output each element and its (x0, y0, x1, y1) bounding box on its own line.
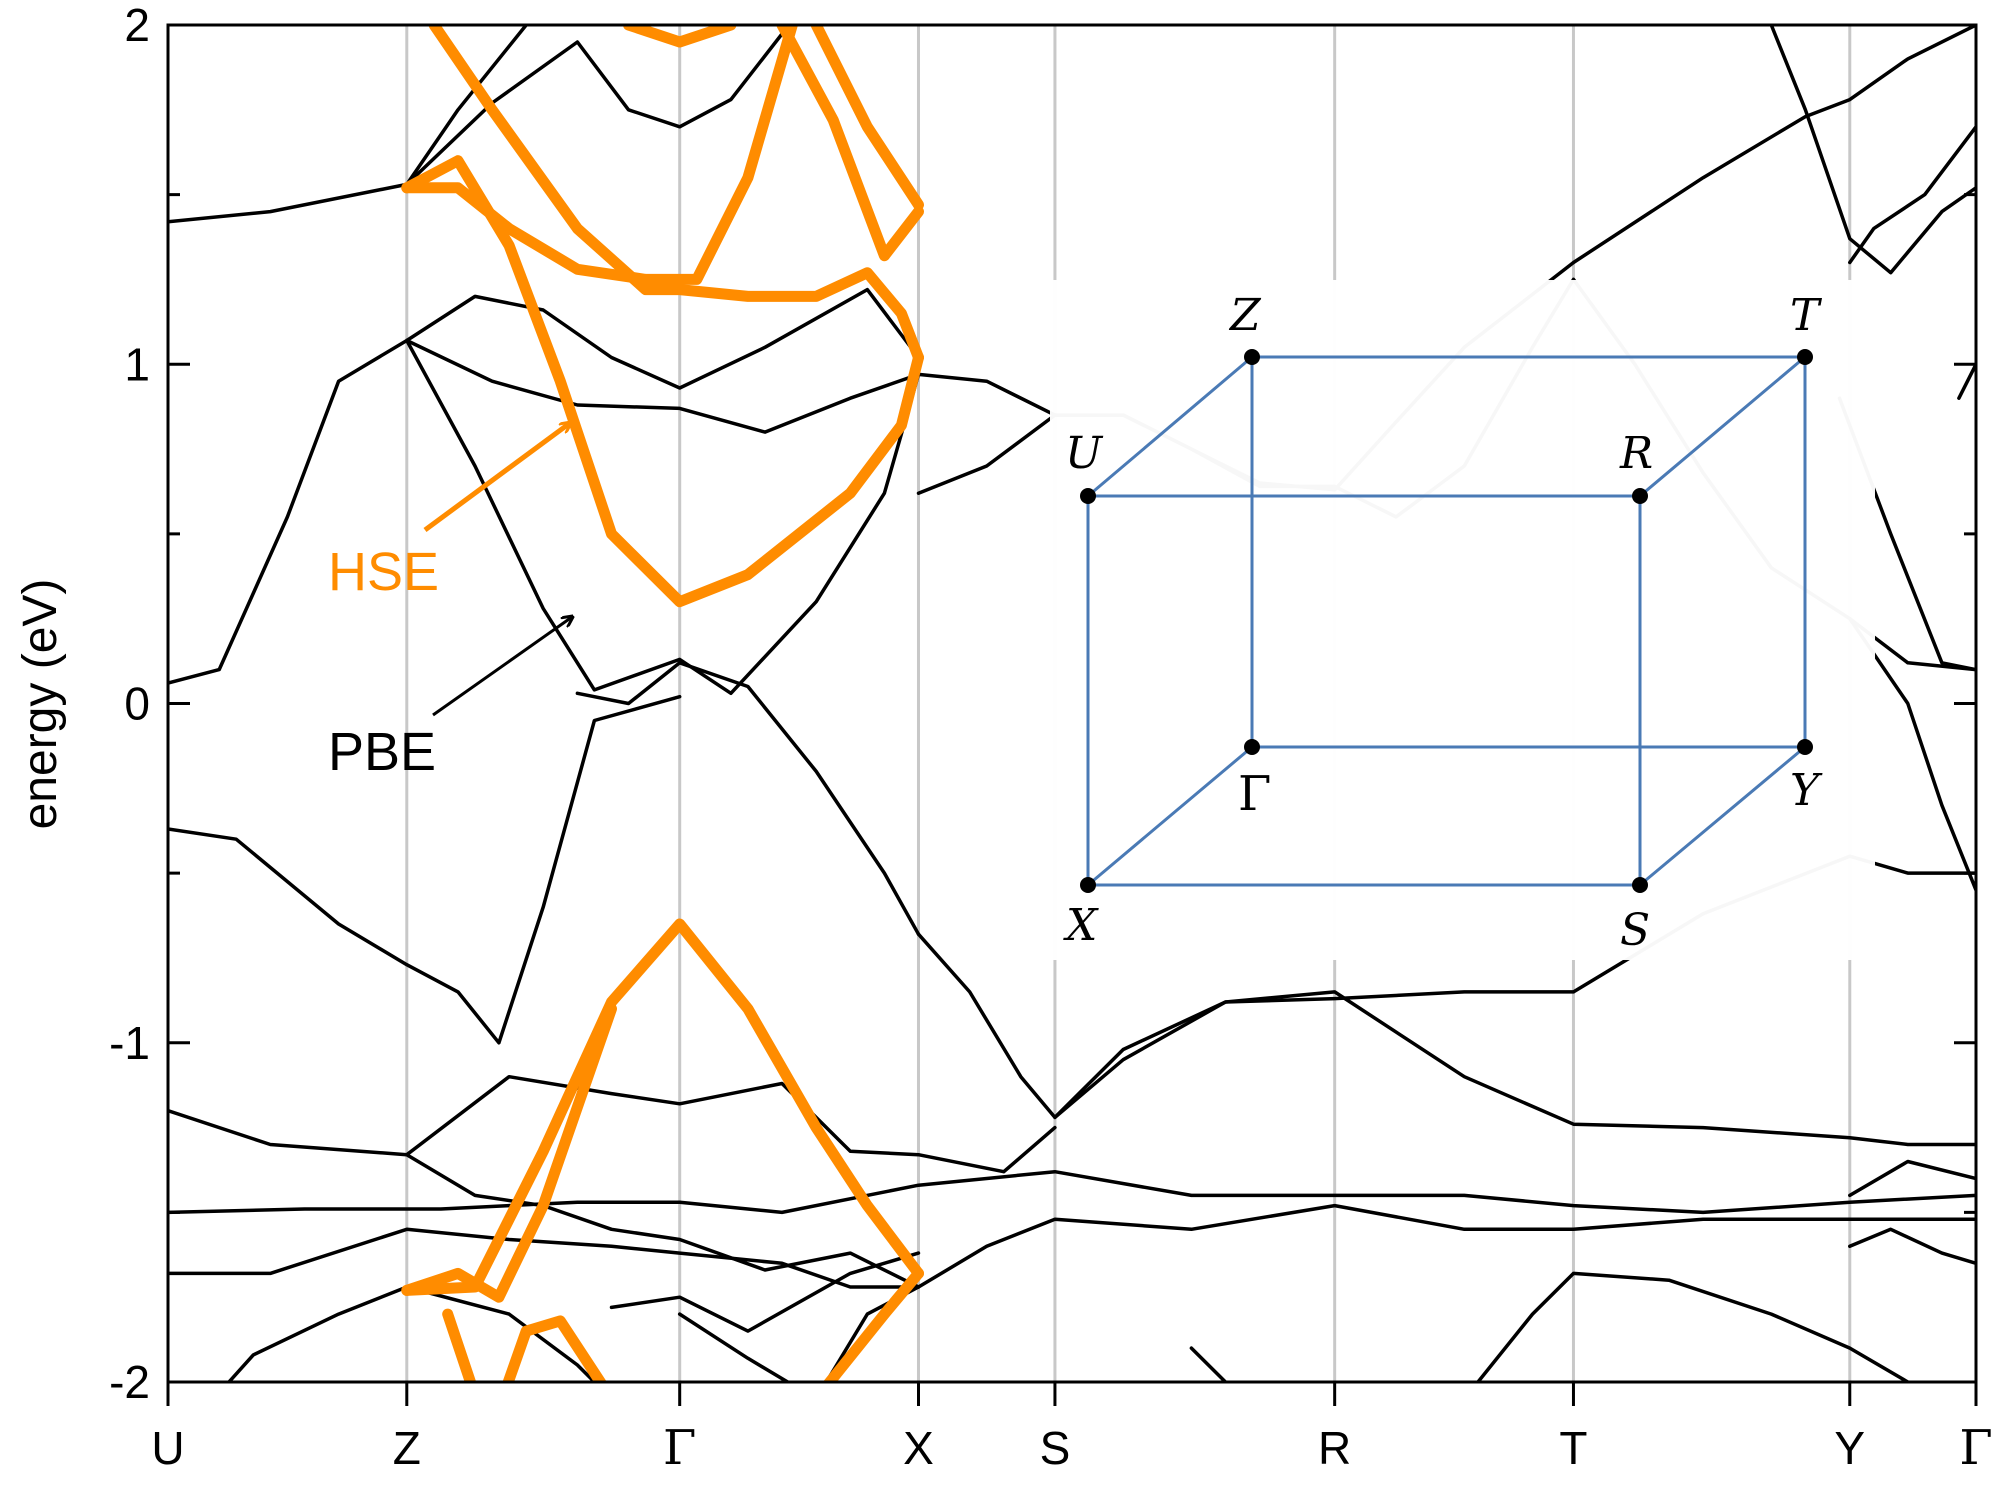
y-tick-label: 1 (124, 338, 150, 390)
pbe-band-line (1848, 125, 1976, 265)
y-tick-label: -2 (109, 1356, 150, 1408)
x-tick-label: Γ (1959, 1420, 1992, 1476)
bz-point-x (1080, 877, 1096, 893)
pbe-band-line (1769, 25, 1976, 275)
pbe-band-line (1848, 1227, 1976, 1266)
band-series (168, 25, 1976, 1382)
hse-band-line (401, 1003, 617, 1303)
hse-arrow (423, 423, 570, 533)
bz-point-z (1244, 349, 1260, 365)
y-tick-label: 2 (124, 0, 150, 51)
pbe-band-line (405, 338, 1057, 696)
pbe-annotation: PBE (328, 722, 436, 782)
pbe-band-line (168, 287, 921, 685)
bz-point-r (1632, 488, 1648, 504)
axes: 210-1-2U Z Γ X S R T Y Γ (109, 0, 1993, 1476)
hse-annotation: HSE (328, 542, 439, 602)
bz-label-r: R (1619, 428, 1653, 479)
x-tick-label: U (151, 1422, 184, 1474)
bz-point-y (1797, 739, 1813, 755)
hse-band-line (442, 1308, 477, 1382)
hse-band-line (776, 25, 924, 262)
hse-band-line (810, 25, 924, 211)
pbe-band-line (1189, 1346, 1228, 1382)
pbe-band-line (1053, 990, 1976, 1147)
bz-label-gamma: Γ (1238, 766, 1271, 822)
hse-band-line (623, 25, 737, 48)
x-tick-label: Γ (663, 1420, 696, 1476)
bz-point-t (1797, 349, 1813, 365)
x-tick-label: Y (1834, 1422, 1865, 1474)
pbe-band-line (1848, 1159, 1976, 1198)
hse-band-line (822, 1267, 924, 1382)
hse-band-line (401, 918, 924, 1296)
bz-label-z: Z (1228, 290, 1262, 341)
hse-band-line (502, 1315, 607, 1382)
bz-point-gamma (1244, 739, 1260, 755)
hse-band-line (428, 25, 924, 363)
bz-label-u: U (1065, 428, 1104, 479)
pbe-band-line (609, 1251, 921, 1333)
hse-band-line (401, 25, 798, 285)
bz-label-s: S (1620, 905, 1650, 956)
pbe-arrow (432, 617, 572, 717)
pbe-band-line (168, 1074, 1057, 1174)
x-tick-label: T (1559, 1422, 1587, 1474)
pbe-band-line (168, 694, 682, 1045)
bz-label-x: X (1063, 900, 1099, 951)
pbe-band-line (168, 1169, 1976, 1215)
pbe-band-line (1957, 362, 1976, 400)
pbe-band-line (168, 25, 791, 224)
pbe-band-line (405, 25, 528, 187)
y-tick-label: -1 (109, 1017, 150, 1069)
y-axis-label: energy (eV) (14, 579, 67, 830)
bz-point-s (1632, 877, 1648, 893)
x-tick-label: X (903, 1422, 934, 1474)
y-tick-label: 0 (124, 678, 150, 730)
bz-label-y: Y (1790, 765, 1823, 816)
x-tick-label: Z (393, 1422, 421, 1474)
bz-label-t: T (1790, 290, 1823, 341)
x-tick-label: S (1040, 1422, 1071, 1474)
x-tick-label: R (1318, 1422, 1351, 1474)
pbe-band-line (1848, 616, 1976, 892)
pbe-band-line (405, 1152, 921, 1289)
pbe-band-line (1475, 1271, 1910, 1382)
bz-point-u (1080, 488, 1096, 504)
pbe-band-line (677, 1312, 792, 1382)
brillouin-zone-inset: Z T U R Γ Y X S (1050, 280, 1875, 960)
pbe-band-line (168, 1203, 1976, 1289)
pbe-band-line (575, 661, 921, 936)
pbe-band-line (405, 338, 921, 434)
